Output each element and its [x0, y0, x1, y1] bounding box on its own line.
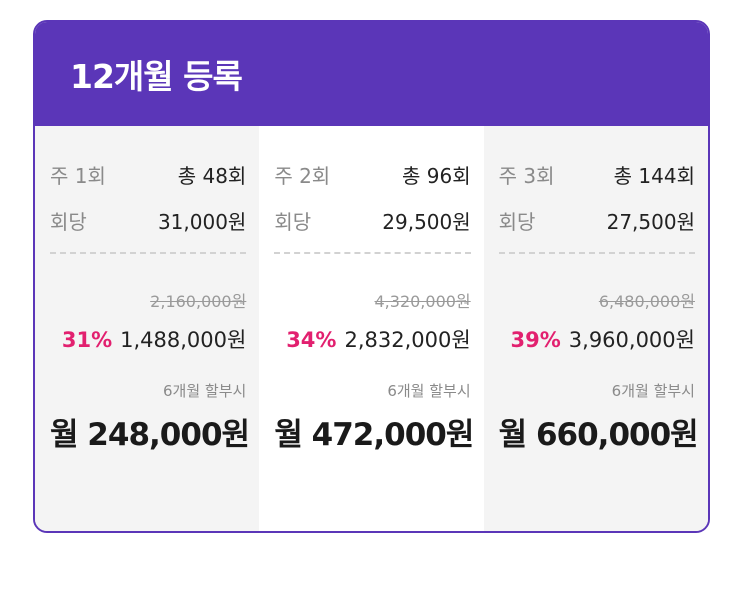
pricing-card: 12개월 등록 주 1회 총 48회 회당 31,000원 2,160,000원…	[33, 20, 710, 533]
plan-original-price: 6,480,000원	[598, 292, 695, 311]
plan-installment-label: 6개월 할부시	[163, 382, 247, 400]
plan-price-row: 39% 3,960,000원	[499, 324, 695, 354]
plan-per-session-price: 31,000원	[157, 210, 247, 234]
plan-installment-label: 6개월 할부시	[611, 382, 695, 400]
plan-discount-badge: 31%	[61, 328, 113, 352]
plan-frequency: 주 3회	[498, 164, 555, 188]
plan-frequency-row: 주 2회 총 96회	[274, 160, 470, 188]
plan-monthly-price: 월 660,000원	[498, 417, 699, 453]
plan-per-session-label: 회당	[50, 210, 87, 234]
card-header: 12개월 등록	[35, 22, 708, 126]
plan-monthly-price: 월 472,000원	[274, 417, 474, 453]
plan-price: 3,960,000원	[568, 328, 695, 352]
plan-price-row: 34% 2,832,000원	[274, 324, 470, 354]
dashed-divider	[274, 252, 471, 254]
plan-original-price: 4,320,000원	[374, 292, 471, 311]
plan-per-session-label: 회당	[274, 210, 312, 234]
plan-price: 1,488,000원	[120, 328, 247, 352]
plan-price-row: 31% 1,488,000원	[50, 324, 246, 354]
plan-discount-badge: 34%	[286, 328, 337, 352]
plan-per-session-row: 회당 29,500원	[274, 206, 470, 234]
plan-per-session-price: 29,500원	[382, 210, 471, 234]
plan-column-1[interactable]: 주 1회 총 48회 회당 31,000원 2,160,000원 31% 1,4…	[35, 126, 260, 531]
dashed-divider	[498, 252, 695, 254]
plan-installment-label: 6개월 할부시	[387, 382, 471, 400]
plan-discount-badge: 39%	[510, 328, 561, 352]
plan-per-session-label: 회당	[498, 210, 536, 234]
plan-price: 2,832,000원	[344, 328, 471, 352]
plan-list: 주 1회 총 48회 회당 31,000원 2,160,000원 31% 1,4…	[35, 126, 708, 531]
plan-monthly-price: 월 248,000원	[50, 417, 250, 453]
plan-per-session-row: 회당 31,000원	[50, 206, 246, 234]
plan-frequency-row: 주 3회 총 144회	[499, 160, 695, 188]
plan-original-price: 2,160,000원	[150, 292, 247, 311]
plan-total-sessions: 총 144회	[613, 164, 695, 188]
dashed-divider	[50, 252, 247, 254]
plan-column-2[interactable]: 주 2회 총 96회 회당 29,500원 4,320,000원 34% 2,8…	[259, 126, 484, 531]
plan-frequency: 주 1회	[50, 164, 106, 188]
card-title: 12개월 등록	[70, 57, 243, 96]
plan-per-session-price: 27,500원	[606, 210, 695, 234]
plan-column-3[interactable]: 주 3회 총 144회 회당 27,500원 6,480,000원 39% 3,…	[483, 126, 708, 531]
plan-total-sessions: 총 96회	[402, 164, 471, 188]
plan-frequency: 주 2회	[274, 164, 331, 188]
plan-frequency-row: 주 1회 총 48회	[50, 160, 246, 188]
plan-per-session-row: 회당 27,500원	[499, 206, 695, 234]
plan-total-sessions: 총 48회	[177, 164, 247, 188]
